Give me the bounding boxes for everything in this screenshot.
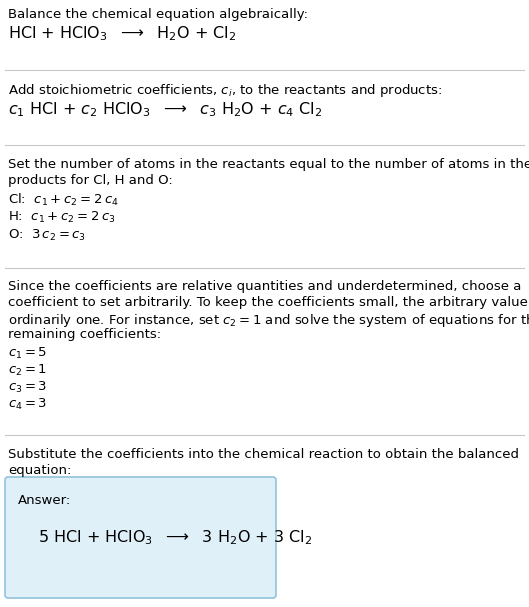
Text: Set the number of atoms in the reactants equal to the number of atoms in the: Set the number of atoms in the reactants… [8,158,529,171]
Text: H:  $c_1 + c_2 = 2\,c_3$: H: $c_1 + c_2 = 2\,c_3$ [8,210,115,225]
Text: $c_4 = 3$: $c_4 = 3$ [8,397,47,412]
Text: $c_1 = 5$: $c_1 = 5$ [8,346,47,361]
Text: Balance the chemical equation algebraically:: Balance the chemical equation algebraica… [8,8,308,21]
Text: remaining coefficients:: remaining coefficients: [8,328,161,341]
Text: Answer:: Answer: [18,494,71,507]
Text: equation:: equation: [8,464,71,477]
Text: $c_2 = 1$: $c_2 = 1$ [8,363,47,378]
Text: $c_1$ HCl + $c_2$ HClO$_3$  $\longrightarrow$  $c_3$ H$_2$O + $c_4$ Cl$_2$: $c_1$ HCl + $c_2$ HClO$_3$ $\longrightar… [8,100,322,119]
Text: Substitute the coefficients into the chemical reaction to obtain the balanced: Substitute the coefficients into the che… [8,448,519,461]
Text: coefficient to set arbitrarily. To keep the coefficients small, the arbitrary va: coefficient to set arbitrarily. To keep … [8,296,529,309]
Text: HCl + HClO$_3$  $\longrightarrow$  H$_2$O + Cl$_2$: HCl + HClO$_3$ $\longrightarrow$ H$_2$O … [8,24,236,42]
FancyBboxPatch shape [5,477,276,598]
Text: 5 HCl + HClO$_3$  $\longrightarrow$  3 H$_2$O + 3 Cl$_2$: 5 HCl + HClO$_3$ $\longrightarrow$ 3 H$_… [38,528,312,547]
Text: Cl:  $c_1 + c_2 = 2\,c_4$: Cl: $c_1 + c_2 = 2\,c_4$ [8,192,118,208]
Text: products for Cl, H and O:: products for Cl, H and O: [8,174,173,187]
Text: $c_3 = 3$: $c_3 = 3$ [8,380,47,395]
Text: Add stoichiometric coefficients, $c_i$, to the reactants and products:: Add stoichiometric coefficients, $c_i$, … [8,82,442,99]
Text: O:  $3\,c_2 = c_3$: O: $3\,c_2 = c_3$ [8,228,86,243]
Text: Since the coefficients are relative quantities and underdetermined, choose a: Since the coefficients are relative quan… [8,280,522,293]
Text: ordinarily one. For instance, set $c_2 = 1$ and solve the system of equations fo: ordinarily one. For instance, set $c_2 =… [8,312,529,329]
